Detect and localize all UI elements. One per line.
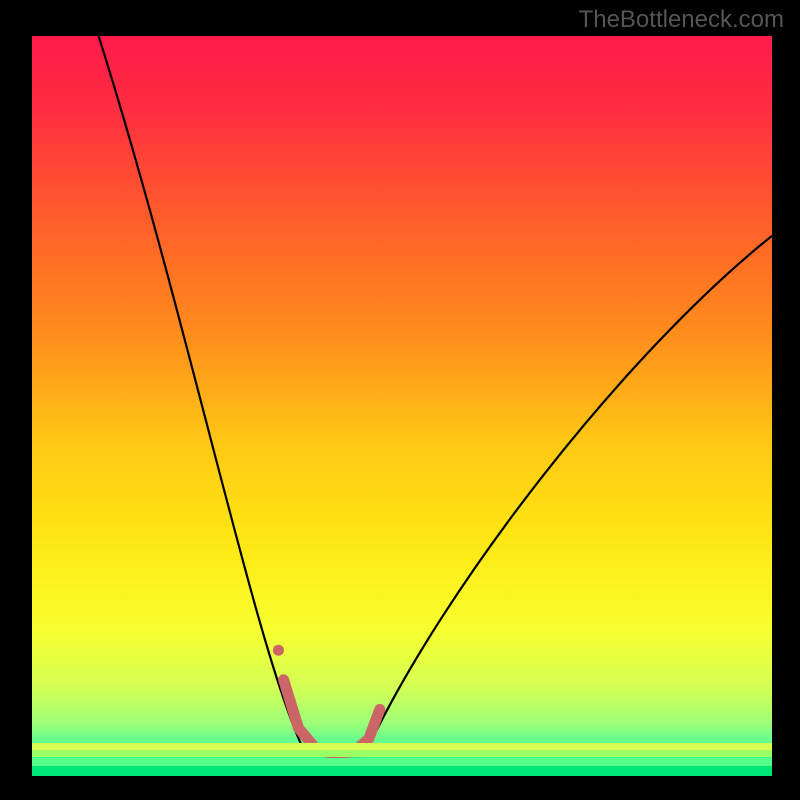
optimum-stripe bbox=[32, 743, 772, 750]
optimum-stripe bbox=[32, 750, 772, 757]
optimum-stripe bbox=[32, 758, 772, 767]
curve-layer bbox=[32, 36, 772, 776]
bottleneck-curve-right bbox=[369, 236, 772, 747]
marker-dot bbox=[273, 645, 284, 656]
bottleneck-curve-left bbox=[99, 36, 303, 746]
optimum-stripe bbox=[32, 766, 772, 776]
watermark-text: TheBottleneck.com bbox=[579, 6, 784, 34]
plot-area bbox=[32, 36, 772, 776]
